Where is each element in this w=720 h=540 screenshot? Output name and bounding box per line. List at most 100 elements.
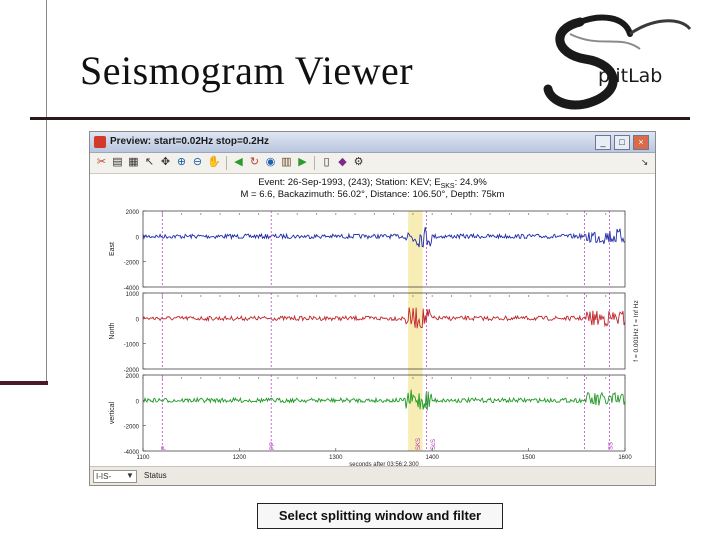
toolbar-divider (226, 156, 227, 170)
grid-dot (373, 377, 375, 379)
grid-dot (470, 295, 472, 297)
grid-dot (238, 377, 240, 379)
left-decor-bar (0, 0, 47, 383)
grid-dot (335, 295, 337, 297)
arrow-right-icon[interactable]: ▶ (298, 156, 307, 168)
grid-dot (412, 295, 414, 297)
map-icon[interactable]: ▥ (281, 156, 292, 168)
y-axis-label: vertical (109, 401, 116, 424)
grid-dot (277, 377, 279, 379)
grid-dot (566, 377, 568, 379)
scissors-icon[interactable]: ✂ (96, 156, 107, 168)
grid-dot (585, 295, 588, 297)
y-axis-label: North (109, 322, 116, 339)
x-tick-label: 1600 (618, 455, 632, 461)
grid-dot (624, 295, 626, 297)
phase-label: SS (609, 442, 615, 450)
grid-dot (470, 213, 472, 215)
y-tick-label: 1000 (126, 292, 140, 298)
logo-text: plitLab (598, 65, 662, 87)
minimize-button[interactable]: _ (595, 135, 611, 150)
pointer-icon[interactable]: ↖ (144, 156, 155, 168)
event-info-line1: Event: 26-Sep-1993, (243); Station: KEV;… (90, 177, 655, 190)
grid-dot (161, 377, 163, 379)
y-tick-label: 2000 (126, 374, 140, 380)
grid-dot (470, 377, 472, 379)
grid-dot (180, 213, 183, 215)
grid-dot (508, 213, 510, 215)
phase-label: PP (270, 442, 276, 450)
grid-dot (605, 377, 607, 379)
phase-label: SKS (416, 438, 422, 450)
grid-dot (489, 213, 491, 215)
window-titlebar[interactable]: Preview: start=0.02Hz stop=0.2Hz _ □ × (90, 132, 655, 153)
grid-dot (373, 213, 375, 215)
document-icon[interactable]: ▯ (323, 156, 330, 168)
grid-dot (354, 213, 356, 215)
close-button[interactable]: × (633, 135, 649, 150)
seismic-trace (142, 227, 626, 248)
grid-dot (238, 213, 240, 215)
grid-dot (450, 377, 453, 379)
grid-dot (219, 213, 221, 215)
y-tick-label: 0 (136, 399, 140, 405)
grid-dot (277, 295, 279, 297)
y-tick-label: -2000 (124, 425, 140, 431)
status-bar: I-IS- ▼ Status (90, 466, 655, 485)
slide-title: Seismogram Viewer (80, 48, 414, 93)
event-info-end: : 24.9% (454, 177, 487, 188)
settings-icon[interactable]: ⚙ (353, 156, 364, 168)
event-info-sub: SKS (440, 182, 455, 190)
grid-dot (142, 377, 144, 379)
x-tick-label: 1200 (233, 455, 247, 461)
chevron-down-icon[interactable]: ▼ (126, 471, 134, 480)
window-title: Preview: start=0.02Hz stop=0.2Hz (110, 136, 269, 147)
title-rule (30, 117, 690, 120)
maximize-button[interactable]: □ (614, 135, 630, 150)
grid-dot (180, 377, 183, 379)
grid-dot (296, 377, 298, 379)
grid-dot (315, 295, 318, 297)
panel-frame (142, 292, 626, 370)
grid-dot (489, 377, 491, 379)
grid-dot (354, 295, 356, 297)
x-tick-label: 1300 (329, 455, 343, 461)
globe-icon[interactable]: ◉ (265, 156, 276, 168)
grid-dot (547, 295, 549, 297)
grid-dot (547, 377, 549, 379)
plot-area[interactable]: Event: 26-Sep-1993, (243); Station: KEV;… (90, 174, 655, 466)
hand-icon[interactable]: ✋ (207, 156, 221, 168)
print-icon[interactable]: ▤ (112, 156, 123, 168)
grid-dot (258, 377, 260, 379)
grid-dot (547, 213, 549, 215)
grid-dot (200, 295, 202, 297)
selection-window (408, 211, 423, 451)
arrow-left-icon[interactable]: ◀ (234, 156, 243, 168)
grid-dot (566, 213, 568, 215)
print-preview-icon[interactable]: ▦ (128, 156, 139, 168)
grid-dot (624, 213, 626, 215)
book-icon[interactable]: ◆ (338, 156, 347, 168)
event-info-text2: M = 6.6, Backazimuth: 56.02°, Distance: … (240, 189, 505, 200)
zoom-out-icon[interactable]: ⊖ (192, 156, 203, 168)
grid-dot (161, 213, 163, 215)
y-tick-label: 0 (136, 235, 140, 241)
zoom-in-icon[interactable]: ⊕ (176, 156, 187, 168)
status-select[interactable]: I-IS- (93, 470, 137, 483)
rotate-icon[interactable]: ↻ (249, 156, 260, 168)
grid-dot (508, 295, 510, 297)
grid-dot (566, 295, 568, 297)
seismogram-chart[interactable]: 2000 0 -2000 -4000 East 1000 0 -1000 -2000 North 2… (90, 174, 655, 466)
y-tick-label: -4000 (124, 286, 140, 292)
panel-frame (142, 374, 626, 452)
y-tick-label: -2000 (124, 261, 140, 267)
grid-dot (142, 295, 144, 297)
grid-dot (508, 377, 510, 379)
grid-dot (393, 295, 395, 297)
dock-arrow-icon[interactable]: ↘ (640, 157, 649, 167)
grid-dot (431, 377, 433, 379)
phase-label: ScS (431, 439, 437, 450)
y-tick-label: -4000 (124, 450, 140, 456)
grid-dot (238, 295, 240, 297)
pan-icon[interactable]: ✥ (160, 156, 171, 168)
